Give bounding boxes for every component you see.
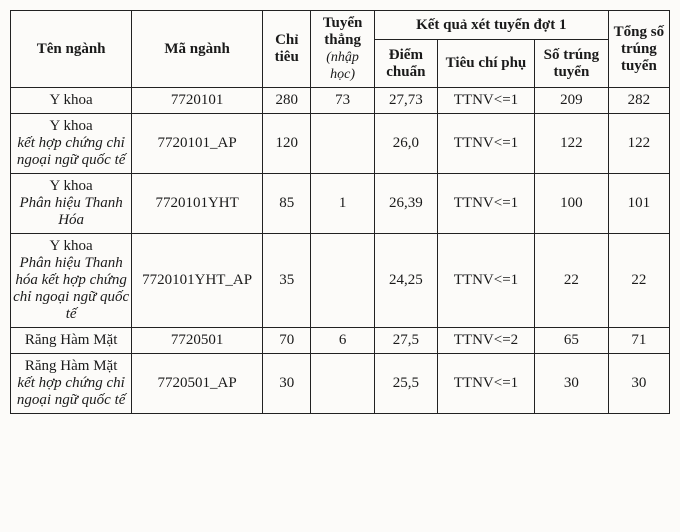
cell-ten-nganh: Y khoa xyxy=(11,88,132,114)
cell-tuyen-thang: 1 xyxy=(311,174,374,234)
table-row: Răng Hàm Mặtkết hợp chứng chỉ ngoại ngữ … xyxy=(11,354,670,414)
name-main: Răng Hàm Mặt xyxy=(13,358,129,375)
cell-tong-so: 30 xyxy=(608,354,669,414)
cell-diem-chuan: 24,25 xyxy=(374,234,437,328)
cell-ma-nganh: 7720101_AP xyxy=(132,114,263,174)
name-sub: kết hợp chứng chỉ ngoại ngữ quốc tế xyxy=(13,135,129,169)
name-main: Y khoa xyxy=(13,118,129,135)
cell-so-trung-tuyen: 122 xyxy=(534,114,608,174)
cell-tuyen-thang: 73 xyxy=(311,88,374,114)
cell-ma-nganh: 7720101YHT_AP xyxy=(132,234,263,328)
table-row: Y khoaPhân hiệu Thanh Hóa7720101YHT85126… xyxy=(11,174,670,234)
cell-ten-nganh: Y khoaPhân hiệu Thanh hóa kết hợp chứng … xyxy=(11,234,132,328)
cell-tieu-chi-phu: TTNV<=1 xyxy=(437,354,534,414)
cell-so-trung-tuyen: 100 xyxy=(534,174,608,234)
cell-chi-tieu: 35 xyxy=(262,234,311,328)
col-ma-nganh: Mã ngành xyxy=(132,11,263,88)
table-row: Y khoakết hợp chứng chỉ ngoại ngữ quốc t… xyxy=(11,114,670,174)
cell-so-trung-tuyen: 209 xyxy=(534,88,608,114)
cell-chi-tieu: 120 xyxy=(262,114,311,174)
tuyen-thang-label: Tuyển thẳng xyxy=(323,15,362,48)
cell-ten-nganh: Răng Hàm Mặtkết hợp chứng chỉ ngoại ngữ … xyxy=(11,354,132,414)
cell-chi-tieu: 85 xyxy=(262,174,311,234)
cell-chi-tieu: 70 xyxy=(262,328,311,354)
name-sub: Phân hiệu Thanh hóa kết hợp chứng chỉ ng… xyxy=(13,255,129,323)
name-sub: kết hợp chứng chỉ ngoại ngữ quốc tế xyxy=(13,375,129,409)
table-row: Y khoa77201012807327,73TTNV<=1209282 xyxy=(11,88,670,114)
name-main: Y khoa xyxy=(13,92,129,109)
cell-diem-chuan: 25,5 xyxy=(374,354,437,414)
col-tuyen-thang: Tuyển thẳng (nhập học) xyxy=(311,11,374,88)
name-sub: Phân hiệu Thanh Hóa xyxy=(13,195,129,229)
cell-diem-chuan: 27,73 xyxy=(374,88,437,114)
admission-table: Tên ngành Mã ngành Chỉ tiêu Tuyển thẳng … xyxy=(10,10,670,414)
cell-diem-chuan: 26,39 xyxy=(374,174,437,234)
cell-so-trung-tuyen: 22 xyxy=(534,234,608,328)
cell-tong-so: 122 xyxy=(608,114,669,174)
col-tong-so: Tổng số trúng tuyển xyxy=(608,11,669,88)
col-diem-chuan: Điểm chuẩn xyxy=(374,40,437,88)
cell-diem-chuan: 26,0 xyxy=(374,114,437,174)
cell-tong-so: 282 xyxy=(608,88,669,114)
cell-tieu-chi-phu: TTNV<=1 xyxy=(437,114,534,174)
col-ket-qua-group: Kết quả xét tuyển đợt 1 xyxy=(374,11,608,40)
col-so-trung-tuyen: Số trúng tuyển xyxy=(534,40,608,88)
cell-tieu-chi-phu: TTNV<=2 xyxy=(437,328,534,354)
cell-ma-nganh: 7720101 xyxy=(132,88,263,114)
table-row: Y khoaPhân hiệu Thanh hóa kết hợp chứng … xyxy=(11,234,670,328)
cell-chi-tieu: 280 xyxy=(262,88,311,114)
cell-tieu-chi-phu: TTNV<=1 xyxy=(437,234,534,328)
col-ten-nganh: Tên ngành xyxy=(11,11,132,88)
name-main: Răng Hàm Mặt xyxy=(13,332,129,349)
cell-diem-chuan: 27,5 xyxy=(374,328,437,354)
cell-tieu-chi-phu: TTNV<=1 xyxy=(437,174,534,234)
cell-ten-nganh: Y khoakết hợp chứng chỉ ngoại ngữ quốc t… xyxy=(11,114,132,174)
table-row: Răng Hàm Mặt772050170627,5TTNV<=26571 xyxy=(11,328,670,354)
col-chi-tieu: Chỉ tiêu xyxy=(262,11,311,88)
cell-ten-nganh: Y khoaPhân hiệu Thanh Hóa xyxy=(11,174,132,234)
name-main: Y khoa xyxy=(13,238,129,255)
cell-tieu-chi-phu: TTNV<=1 xyxy=(437,88,534,114)
cell-so-trung-tuyen: 65 xyxy=(534,328,608,354)
cell-so-trung-tuyen: 30 xyxy=(534,354,608,414)
cell-tuyen-thang xyxy=(311,234,374,328)
tuyen-thang-sub: (nhập học) xyxy=(326,50,359,82)
cell-tuyen-thang xyxy=(311,114,374,174)
col-tieu-chi-phu: Tiêu chí phụ xyxy=(437,40,534,88)
cell-ma-nganh: 7720501_AP xyxy=(132,354,263,414)
cell-tuyen-thang xyxy=(311,354,374,414)
cell-tong-so: 71 xyxy=(608,328,669,354)
cell-tuyen-thang: 6 xyxy=(311,328,374,354)
cell-ma-nganh: 7720101YHT xyxy=(132,174,263,234)
cell-chi-tieu: 30 xyxy=(262,354,311,414)
cell-ten-nganh: Răng Hàm Mặt xyxy=(11,328,132,354)
cell-tong-so: 101 xyxy=(608,174,669,234)
name-main: Y khoa xyxy=(13,178,129,195)
cell-ma-nganh: 7720501 xyxy=(132,328,263,354)
cell-tong-so: 22 xyxy=(608,234,669,328)
